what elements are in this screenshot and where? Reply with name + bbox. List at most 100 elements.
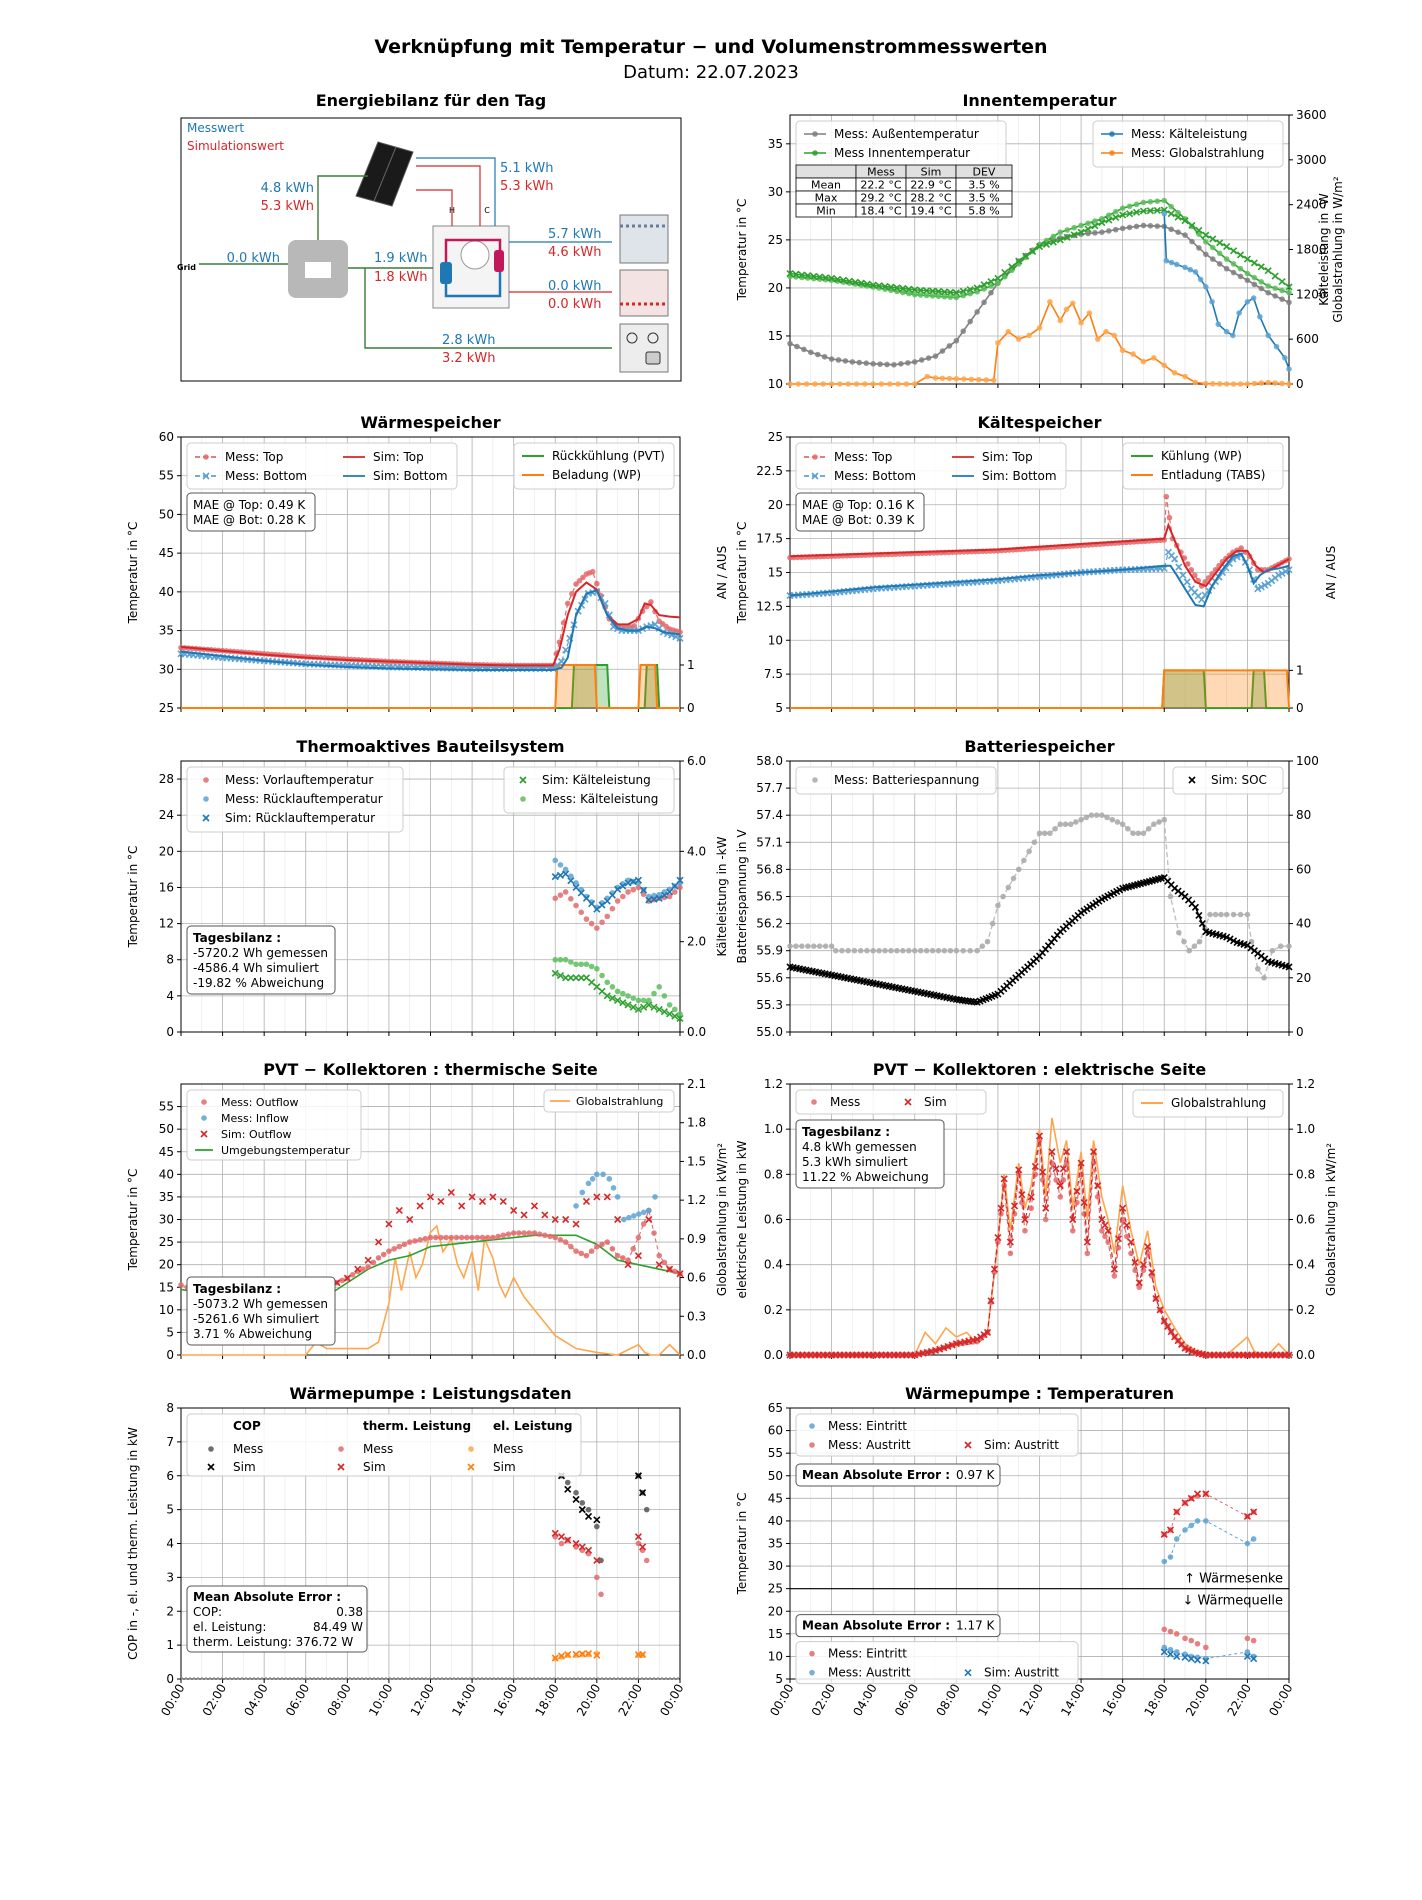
data-point [1254, 585, 1262, 593]
data-point [934, 287, 943, 296]
legend-label: Rückkühlung (PVT) [552, 449, 665, 463]
data-point [1085, 230, 1091, 237]
data-point [1188, 221, 1196, 230]
y-tick-label: 45 [159, 1145, 174, 1159]
data-point [960, 292, 967, 299]
data-point [594, 1523, 600, 1530]
panel-kaelte: 5 7.5 10 12.5 15 17.5 20 22.5 25 0 1 Kältespeicher T… [735, 413, 1338, 715]
data-point [987, 277, 995, 286]
data-point [374, 1238, 383, 1246]
data-point [842, 358, 849, 364]
y-tick-label: 15 [768, 1627, 783, 1641]
data-point [787, 381, 793, 387]
data-point [1173, 1536, 1180, 1542]
data-point [1021, 857, 1027, 864]
data-point [898, 361, 904, 367]
legend-box [186, 766, 404, 833]
data-point [1000, 893, 1006, 900]
data-point [1027, 1193, 1035, 1201]
data-point [1135, 1279, 1143, 1287]
x-tick-label: 12:00 [1017, 1682, 1046, 1719]
data-point [870, 947, 876, 954]
legend-label: Mess: Eintritt [828, 1419, 907, 1433]
data-point [1286, 943, 1292, 949]
data-point [923, 947, 930, 954]
data-point [614, 996, 622, 1004]
data-point [870, 381, 876, 387]
legend-label: Mess [363, 1442, 393, 1456]
y-tick-label: 8 [166, 1401, 174, 1415]
data-point [1168, 226, 1174, 233]
data-point [1194, 1518, 1201, 1524]
data-point [588, 920, 595, 927]
data-point [648, 599, 654, 605]
data-point [1243, 255, 1251, 263]
data-point [983, 1328, 992, 1336]
panel-title: Wärmepumpe : Leistungsdaten [289, 1384, 571, 1403]
data-point [1176, 929, 1182, 936]
data-point [917, 286, 925, 294]
data-point [918, 357, 925, 363]
data-point [584, 1650, 593, 1658]
data-point [1175, 229, 1181, 236]
legend-box [1122, 442, 1284, 490]
y-tick-label: 0 [166, 1348, 174, 1362]
pv-simulated: 5.3 kWh [261, 199, 314, 214]
data-point [666, 888, 674, 896]
y-tick-label: 5 [166, 1503, 174, 1517]
y-tick-label: 57.4 [756, 808, 783, 822]
data-point [856, 359, 863, 366]
data-point [630, 995, 637, 1001]
y2-axis-label: AN / AUS [715, 546, 729, 599]
data-point [588, 1248, 595, 1254]
data-point [1230, 269, 1237, 276]
data-point [887, 381, 893, 387]
data-point [1181, 1499, 1189, 1507]
heat-pump-icon [460, 240, 490, 270]
data-point [1286, 289, 1292, 296]
y2-tick-label: 0 [687, 701, 695, 715]
data-point [1265, 289, 1272, 296]
legend-box [1132, 1089, 1284, 1118]
data-point [787, 340, 793, 347]
data-point [1036, 1137, 1043, 1144]
data-point [1119, 821, 1126, 828]
x-tick-label: 04:00 [241, 1682, 270, 1719]
data-point [1078, 319, 1084, 326]
x-tick-label: 16:00 [1100, 1682, 1129, 1719]
y-tick-label: 3 [166, 1570, 174, 1584]
panel-pvt_th: 0 5 10 15 20 25 30 35 40 45 50 55 0.0 0.3 0.6 0.9 1.2 1.5… [126, 1060, 729, 1362]
data-point [1258, 285, 1265, 292]
data-point [1251, 281, 1258, 288]
data-point [1063, 233, 1071, 241]
data-point [1160, 1530, 1168, 1539]
legend-marker [337, 1463, 345, 1471]
data-point [552, 895, 559, 902]
data-point [469, 1234, 475, 1241]
panel-title: Wärmepumpe : Temperaturen [905, 1384, 1174, 1403]
legend-label: Sim: Outflow [221, 1128, 292, 1141]
data-point [614, 988, 621, 995]
data-point [967, 290, 973, 297]
annotation-text: Mean Absolute Error : [193, 1590, 341, 1604]
panel-title: Energiebilanz für den Tag [316, 91, 547, 110]
data-point [959, 287, 967, 295]
data-point [396, 1243, 403, 1250]
data-point [989, 920, 996, 927]
data-point [1250, 1536, 1257, 1542]
data-point [437, 1197, 445, 1205]
data-point [1032, 1171, 1039, 1178]
data-point [562, 889, 569, 895]
data-point [804, 272, 812, 280]
y-axis-label: Temperatur in °C [126, 846, 140, 949]
y-tick-label: 0 [166, 1672, 174, 1686]
data-point [468, 1193, 476, 1201]
legend-marker [520, 796, 526, 802]
house-simulated: 3.2 kWh [442, 351, 495, 366]
connection-line [416, 157, 496, 226]
data-point [1277, 943, 1284, 949]
x-tick-label: 22:00 [616, 1682, 645, 1719]
data-point [974, 947, 980, 954]
data-point [995, 280, 1001, 286]
legend-marker [338, 1446, 344, 1452]
